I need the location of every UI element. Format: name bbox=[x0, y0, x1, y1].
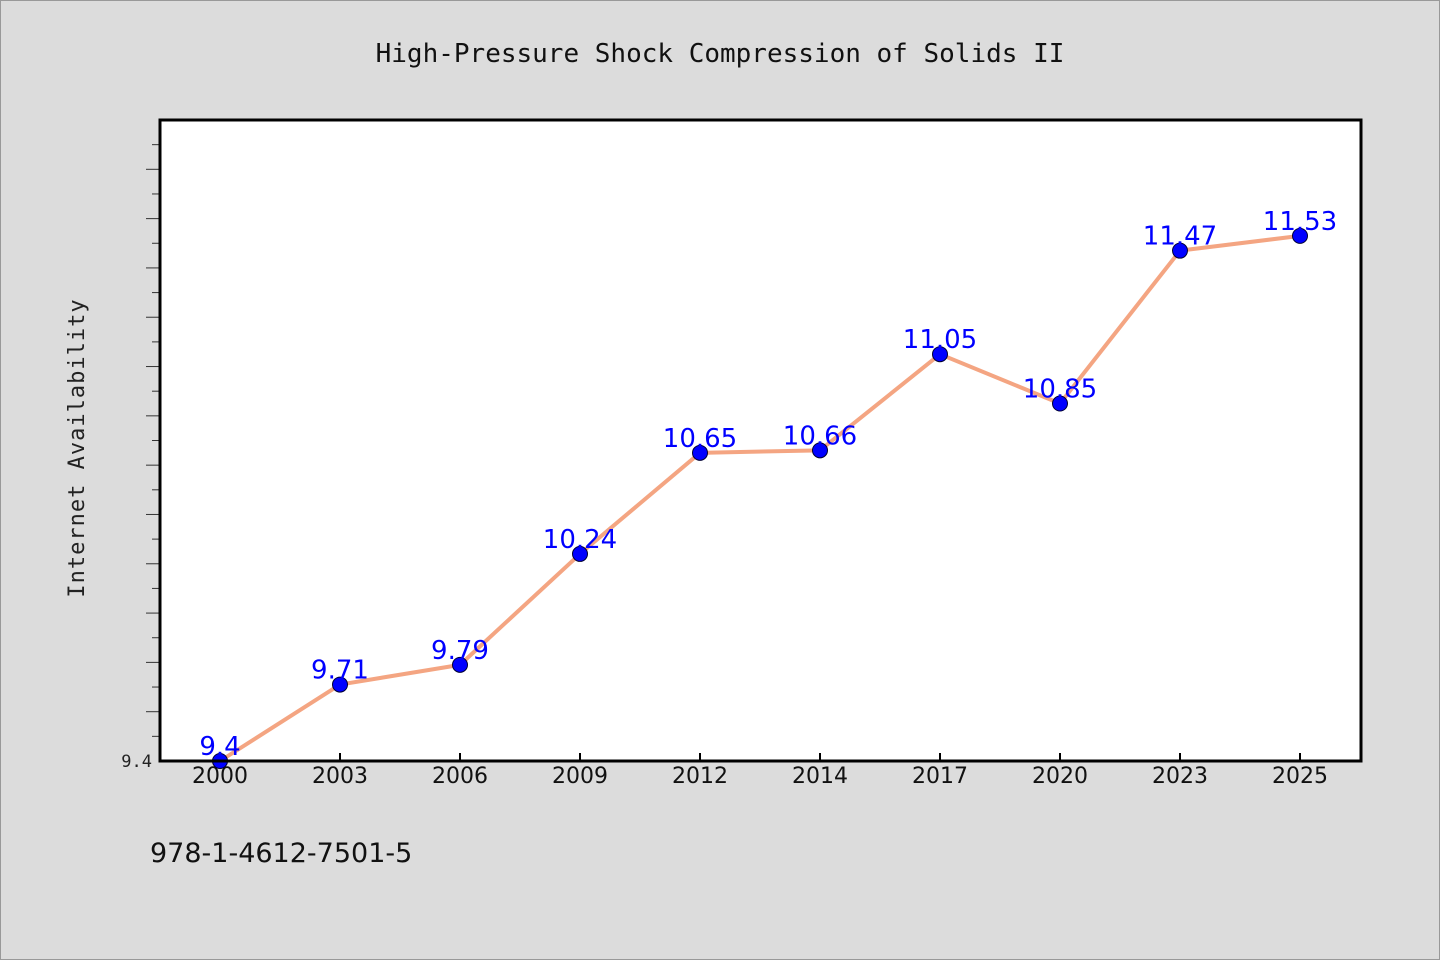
series-line bbox=[218, 233, 1301, 763]
y-axis-label: Internet Availability bbox=[65, 298, 90, 597]
data-point bbox=[332, 676, 348, 693]
x-tick-label: 2023 bbox=[1152, 764, 1208, 789]
x-tick-label: 2014 bbox=[792, 764, 848, 789]
data-point bbox=[812, 442, 828, 459]
x-axis-ticks: 2000 2003 2006 2009 2012 2014 2017 2020 2023 2025 bbox=[192, 753, 1328, 789]
data-labels: 9.4 9.71 9.79 10.24 10.65 10.66 11.05 10.85 11.4… bbox=[199, 207, 1337, 762]
data-label: 11.05 bbox=[903, 325, 977, 355]
data-point bbox=[1292, 227, 1308, 244]
isbn-text: 978-1-4612-7501-5 bbox=[150, 838, 412, 869]
data-label: 9.71 bbox=[311, 656, 369, 686]
data-label: 10.24 bbox=[543, 525, 617, 555]
data-label: 9.79 bbox=[431, 636, 489, 666]
series-layer bbox=[212, 227, 1308, 769]
x-tick-label: 2017 bbox=[912, 764, 968, 789]
data-label: 9.4 bbox=[199, 732, 240, 762]
data-point bbox=[932, 346, 948, 363]
data-point bbox=[452, 656, 468, 673]
x-tick-label: 2003 bbox=[312, 764, 368, 789]
data-point bbox=[1172, 242, 1188, 259]
data-label: 11.53 bbox=[1263, 207, 1337, 237]
x-tick-label: 2006 bbox=[432, 764, 488, 789]
x-tick-label: 2009 bbox=[552, 764, 608, 789]
x-tick-label: 2020 bbox=[1032, 764, 1088, 789]
data-label: 11.47 bbox=[1143, 222, 1217, 252]
data-label: 10.66 bbox=[783, 421, 857, 451]
plot-frame bbox=[158, 118, 1363, 763]
data-point bbox=[572, 545, 588, 562]
data-point bbox=[692, 444, 708, 461]
chart-title: High-Pressure Shock Compression of Solid… bbox=[376, 39, 1065, 69]
x-tick-label: 2012 bbox=[672, 764, 728, 789]
y-tick-label: 9.4 bbox=[121, 752, 152, 772]
plot-area bbox=[160, 120, 1361, 761]
data-point bbox=[1052, 395, 1068, 412]
x-tick-label: 2025 bbox=[1272, 764, 1328, 789]
data-label: 10.85 bbox=[1023, 375, 1097, 405]
y-axis-ticks: 9.4 bbox=[121, 144, 160, 772]
data-label: 10.65 bbox=[663, 424, 737, 454]
